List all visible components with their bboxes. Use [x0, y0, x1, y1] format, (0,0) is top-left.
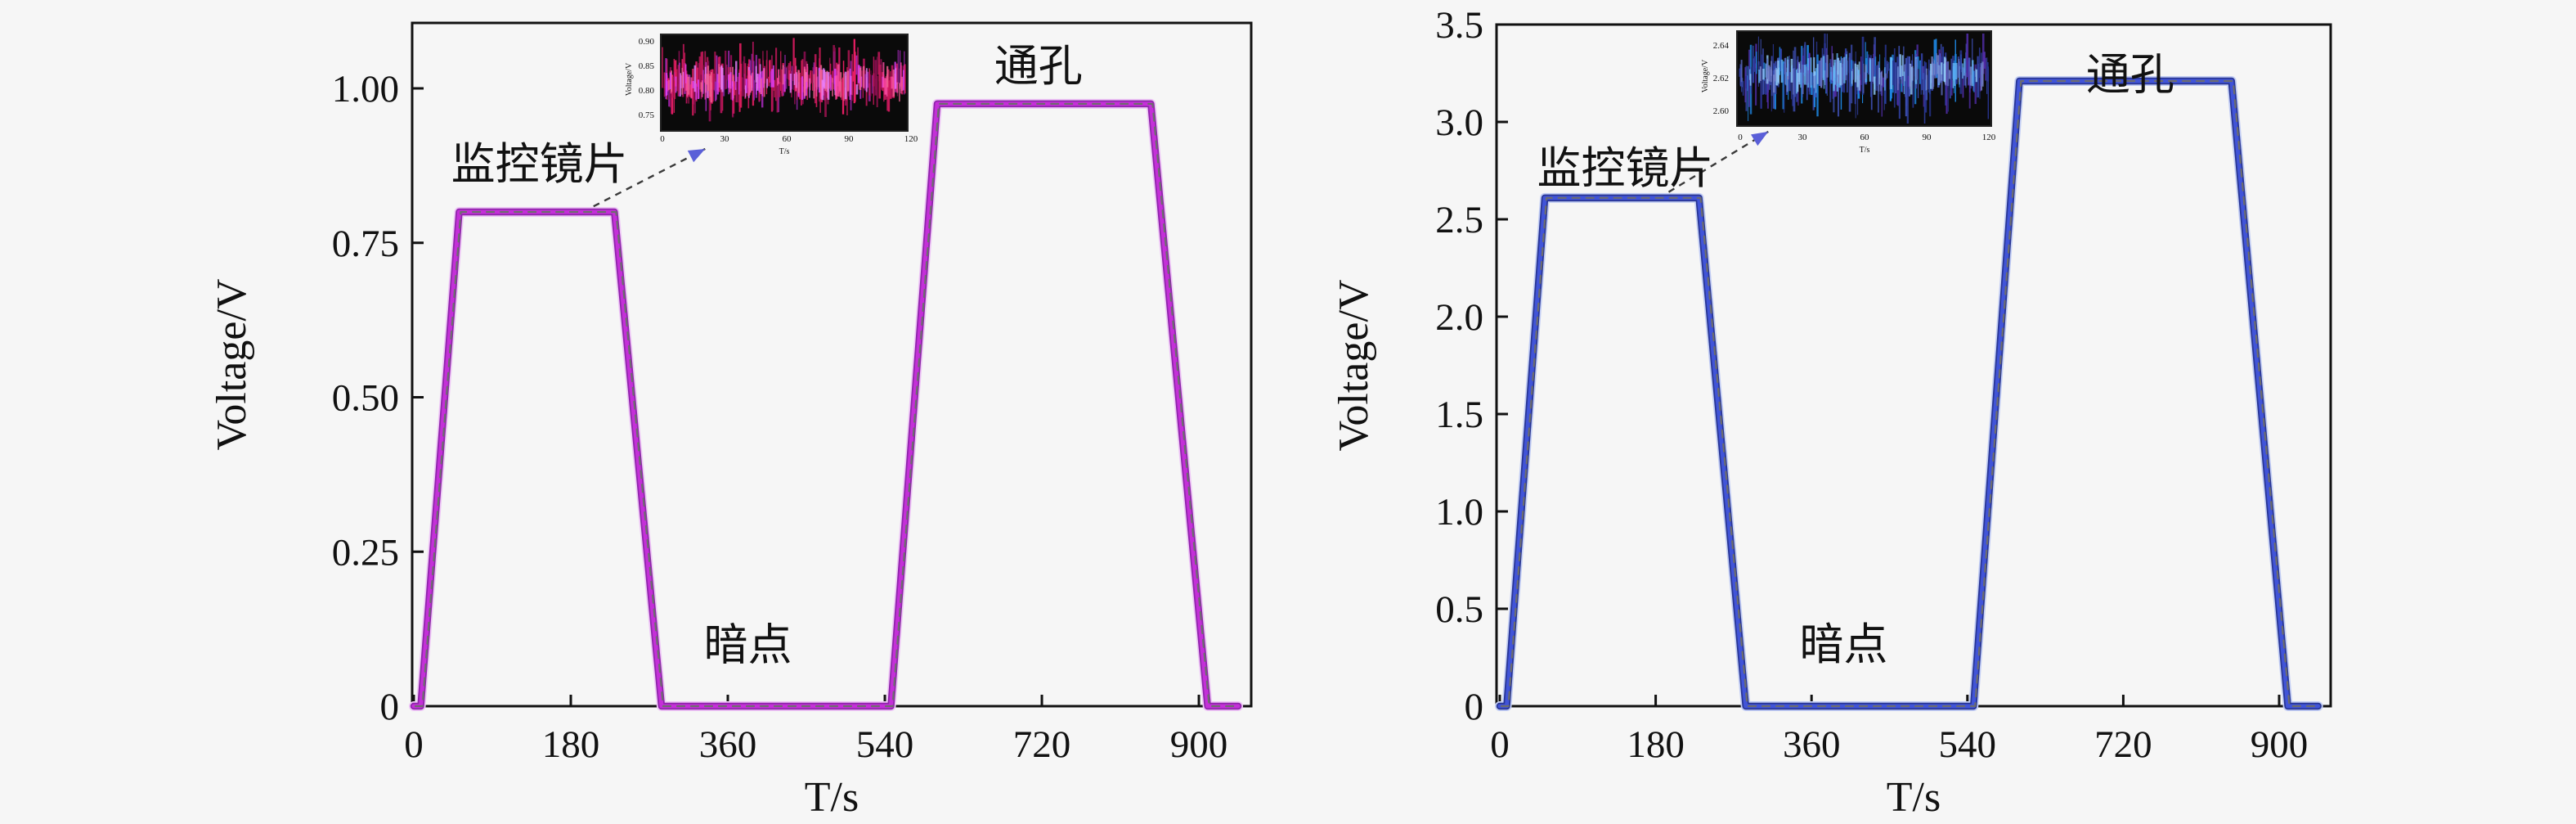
x-axis-tick-label: 360: [1783, 723, 1841, 766]
inset-noise: [662, 38, 906, 122]
x-axis-title: T/s: [805, 774, 859, 821]
inset-x-tick-label: 90: [1923, 133, 1932, 142]
annotation-hole-label: 通孔: [2086, 51, 2174, 100]
arrowhead-icon: [687, 148, 706, 163]
y-axis-title: Voltage/V: [1331, 280, 1377, 452]
inset-y-tick-label: 0.90: [639, 37, 655, 47]
y-axis-tick-label: 2.0: [1435, 296, 1483, 339]
inset-panel: 0.90 0.85 0.80 0.75 0 30 60 90 120 Voltage/V T/s: [625, 34, 918, 156]
inset-x-tick-label: 30: [1798, 133, 1808, 142]
y-axis-tick-label: 2.5: [1435, 199, 1483, 241]
inset-x-axis-title: T/s: [779, 147, 790, 156]
annotation-dark-label: 暗点: [1799, 620, 1887, 669]
leader-dashed-line: [593, 147, 706, 208]
y-axis-title: Voltage/V: [209, 279, 255, 451]
x-axis-tick-label: 0: [1490, 723, 1510, 766]
inset-y-tick-label: 0.85: [639, 61, 655, 71]
inset-x-tick-label: 90: [845, 134, 855, 144]
waveform-outline: [410, 100, 1242, 710]
inset-y-tick-label: 2.62: [1713, 74, 1729, 83]
inset-y-axis-title: Voltage/V: [625, 62, 634, 96]
y-axis-tick-label: 1.00: [332, 68, 399, 110]
y-axis-tick-label: 3.5: [1435, 4, 1483, 47]
inset-y-tick-label: 0.80: [639, 86, 655, 96]
x-axis-tick-label: 540: [856, 723, 914, 766]
inset-y-axis-title: Voltage/V: [1701, 59, 1710, 92]
y-axis-tick-label: 1.5: [1435, 394, 1483, 436]
chart-right-panel: 0 180 360 540 720 90000.51.01.52.02.53.03.5Vo…: [1331, 4, 2332, 821]
chart-left-panel: 0 180 360 540 720 90000.250.500.751.00Voltage…: [209, 21, 1253, 821]
annotation-lens-label: 监控镜片: [1537, 144, 1714, 193]
x-axis-tick-label: 900: [1170, 723, 1228, 766]
y-axis-tick-label: 0.5: [1435, 588, 1483, 631]
x-axis-tick-label: 900: [2251, 723, 2309, 766]
annotation-dark-label: 暗点: [704, 621, 792, 670]
waveform-dash-overlay: [1500, 79, 2321, 708]
inset-noise: [1739, 34, 1990, 124]
inset-x-tick-label: 60: [1860, 133, 1870, 142]
x-axis-tick-label: 360: [699, 723, 757, 766]
x-axis-tick-label: 720: [2094, 723, 2152, 766]
waveform-halo: [409, 98, 1244, 711]
x-axis-tick-label: 540: [1939, 723, 1997, 766]
y-axis-tick-label: 3.0: [1435, 101, 1483, 144]
x-axis-tick-label: 720: [1013, 723, 1071, 766]
annotation-lens-label: 监控镜片: [451, 140, 628, 189]
x-axis-tick-label: 180: [1627, 723, 1685, 766]
inset-y-tick-label: 2.60: [1713, 106, 1730, 116]
y-axis-tick-label: 0: [380, 686, 400, 728]
inset-x-tick-label: 0: [1738, 133, 1743, 142]
arrowhead-icon: [1751, 131, 1769, 146]
y-axis-tick-label: 0.50: [332, 377, 399, 420]
x-axis-title: T/s: [1887, 774, 1941, 821]
inset-x-tick-label: 120: [904, 134, 918, 144]
inset-x-tick-label: 60: [783, 134, 792, 144]
y-axis-tick-label: 0: [1465, 686, 1484, 728]
annotation-hole-label: 通孔: [994, 42, 1083, 91]
x-axis-tick-label: 180: [542, 723, 600, 766]
inset-panel: 2.64 2.62 2.60 0 30 60 90 120 Voltage/V T/s: [1701, 30, 1996, 155]
y-axis-tick-label: 0.25: [332, 531, 399, 574]
inset-x-tick-label: 30: [720, 134, 730, 144]
inset-x-axis-title: T/s: [1860, 146, 1870, 155]
waveform-trace: [411, 101, 1241, 709]
inset-y-tick-label: 2.64: [1713, 41, 1730, 51]
x-axis-tick-label: 0: [404, 723, 424, 766]
inset-y-tick-label: 0.75: [639, 110, 655, 120]
y-axis-tick-label: 1.0: [1435, 491, 1483, 534]
y-axis-tick-label: 0.75: [332, 223, 399, 265]
waveform-dash-overlay: [414, 102, 1241, 708]
inset-x-tick-label: 0: [660, 134, 665, 144]
inset-x-tick-label: 120: [1982, 133, 1996, 142]
